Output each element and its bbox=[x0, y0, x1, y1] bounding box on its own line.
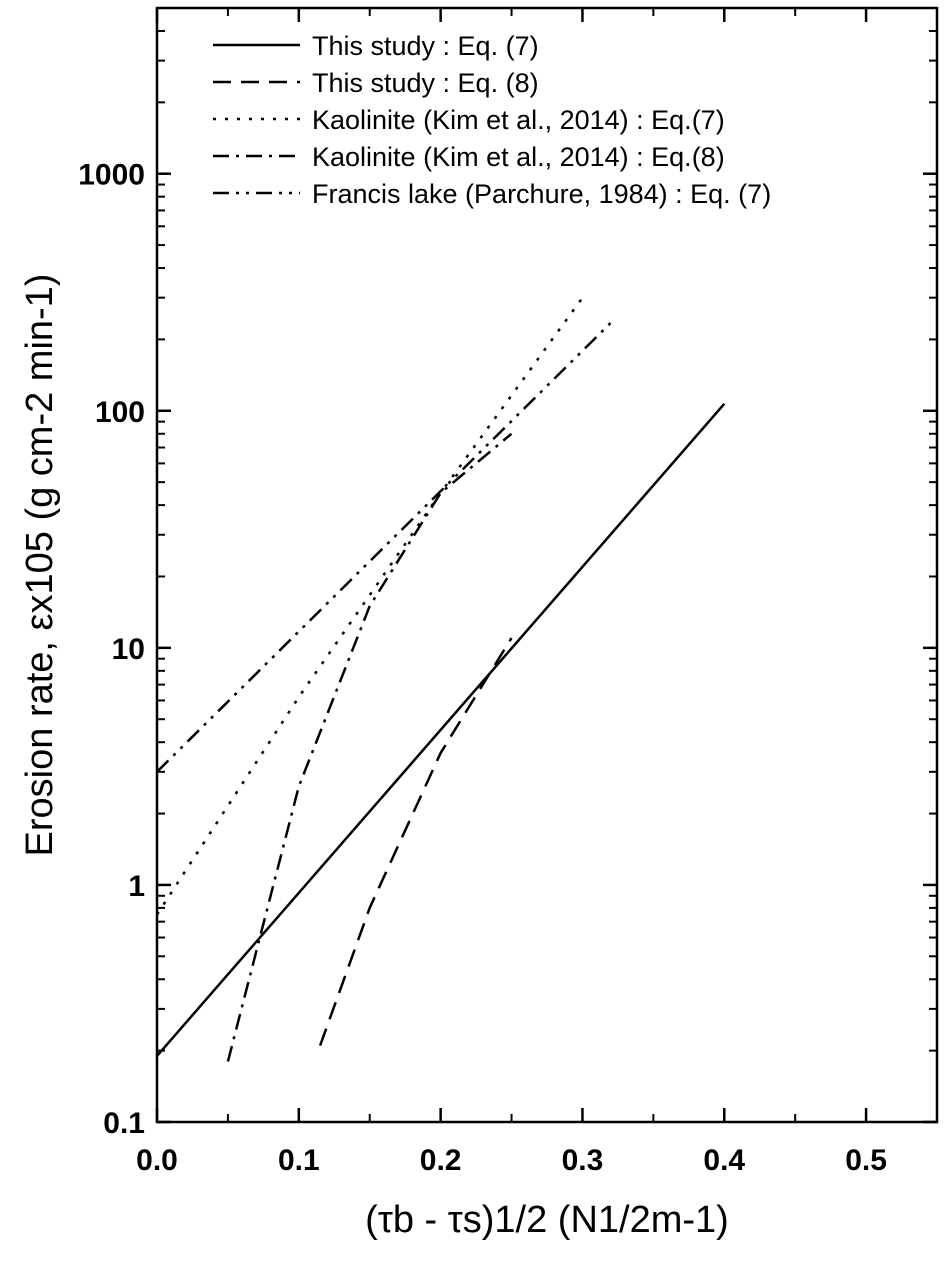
plot-border bbox=[155, 6, 939, 1124]
x-axis: 0.0 0.1 0.2 0.3 0.4 0.5 bbox=[136, 8, 938, 1177]
series-layer bbox=[155, 296, 726, 1062]
x-tick-label: 0.2 bbox=[420, 1144, 462, 1177]
x-tick-label: 0.1 bbox=[278, 1144, 320, 1177]
plot-frame bbox=[155, 6, 939, 1124]
legend-label-4: Kaolinite (Kim et al., 2014) : Eq.(8) bbox=[312, 142, 725, 172]
x-axis-label: (τb - τs)1/2 (N1/2m-1) bbox=[365, 1199, 729, 1241]
series-line-4 bbox=[226, 432, 513, 1062]
legend-label-2: This study : Eq. (8) bbox=[312, 68, 539, 98]
y-axis-label: Erosion rate, εx105 (g cm-2 min-1) bbox=[19, 274, 61, 857]
legend-label-5: Francis lake (Parchure, 1984) : Eq. (7) bbox=[312, 179, 771, 209]
legend: This study : Eq. (7) This study : Eq. (8)… bbox=[213, 31, 771, 209]
series-line-2 bbox=[318, 637, 513, 1047]
y-tick-label: 1 bbox=[128, 870, 145, 903]
legend-label-3: Kaolinite (Kim et al., 2014) : Eq.(7) bbox=[312, 105, 725, 135]
y-tick-label: 1000 bbox=[78, 159, 145, 192]
x-tick-label: 0.3 bbox=[562, 1144, 604, 1177]
y-axis: 0.1 1 10 100 1000 bbox=[78, 7, 937, 1140]
series-line-1 bbox=[156, 402, 726, 1057]
x-tick-label: 0.0 bbox=[136, 1144, 178, 1177]
legend-label-1: This study : Eq. (7) bbox=[312, 31, 539, 61]
y-tick-label: 10 bbox=[112, 633, 145, 666]
y-tick-label: 100 bbox=[95, 396, 145, 429]
y-tick-label: 0.1 bbox=[103, 1107, 145, 1140]
series-line-5 bbox=[156, 321, 612, 773]
x-tick-label: 0.4 bbox=[703, 1144, 745, 1177]
x-tick-label: 0.5 bbox=[845, 1144, 887, 1177]
